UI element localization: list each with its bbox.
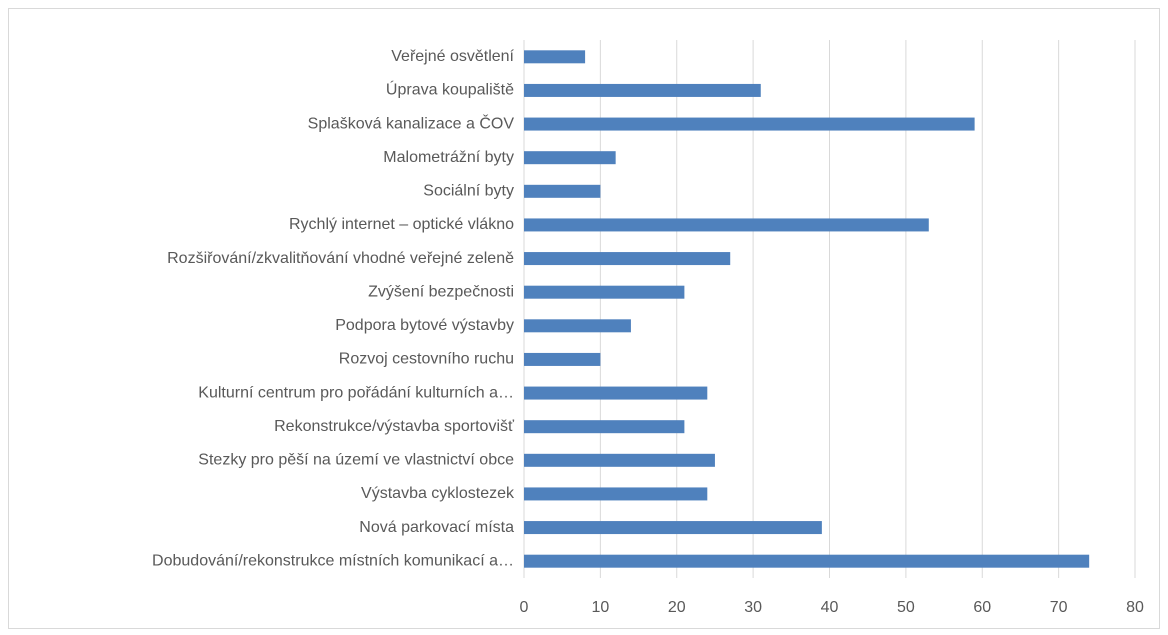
bar — [524, 554, 1090, 568]
bar — [524, 50, 586, 64]
bar — [524, 151, 616, 165]
y-tick-label: Výstavba cyklostezek — [361, 485, 515, 502]
x-tick-label: 0 — [520, 599, 529, 616]
y-tick-label: Podpora bytové výstavby — [335, 317, 514, 334]
y-tick-label: Malometrážní byty — [383, 149, 514, 166]
y-tick-label: Rozvoj cestovního ruchu — [339, 351, 514, 368]
y-tick-label: Rychlý internet – optické vlákno — [289, 216, 514, 233]
y-tick-label: Sociální byty — [423, 183, 514, 200]
y-tick-label: Rozšiřování/zkvalitňování vhodné veřejné… — [167, 250, 514, 267]
bar — [524, 420, 685, 434]
bar — [524, 521, 822, 535]
y-tick-label: Nová parkovací místa — [359, 519, 514, 536]
x-tick-label: 20 — [668, 599, 686, 616]
x-tick-label: 30 — [744, 599, 762, 616]
y-tick-label: Veřejné osvětlení — [391, 48, 514, 65]
bar — [524, 319, 631, 333]
x-tick-label: 10 — [591, 599, 609, 616]
y-tick-label: Úprava koupaliště — [386, 80, 514, 99]
bar — [524, 285, 685, 299]
bar — [524, 386, 708, 400]
x-tick-label: 60 — [973, 599, 991, 616]
y-tick-label: Kulturní centrum pro pořádání kulturních… — [198, 384, 514, 401]
bar — [524, 487, 708, 501]
chart-border — [8, 8, 1160, 629]
bar — [524, 453, 715, 467]
x-tick-label: 80 — [1126, 599, 1144, 616]
x-tick-label: 70 — [1050, 599, 1068, 616]
y-tick-label: Stezky pro pěší na území ve vlastnictví … — [198, 452, 514, 469]
bar — [524, 352, 601, 366]
y-tick-label: Zvýšení bezpečnosti — [368, 283, 514, 300]
bar — [524, 252, 731, 266]
x-tick-label: 50 — [897, 599, 915, 616]
bar — [524, 218, 929, 232]
bar — [524, 117, 975, 131]
y-tick-label: Splašková kanalizace a ČOV — [308, 113, 515, 132]
bar — [524, 83, 761, 97]
y-tick-label: Dobudování/rekonstrukce místních komunik… — [152, 552, 514, 569]
bar — [524, 184, 601, 198]
y-tick-label: Rekonstrukce/výstavba sportovišť — [274, 418, 515, 435]
x-tick-label: 40 — [821, 599, 839, 616]
